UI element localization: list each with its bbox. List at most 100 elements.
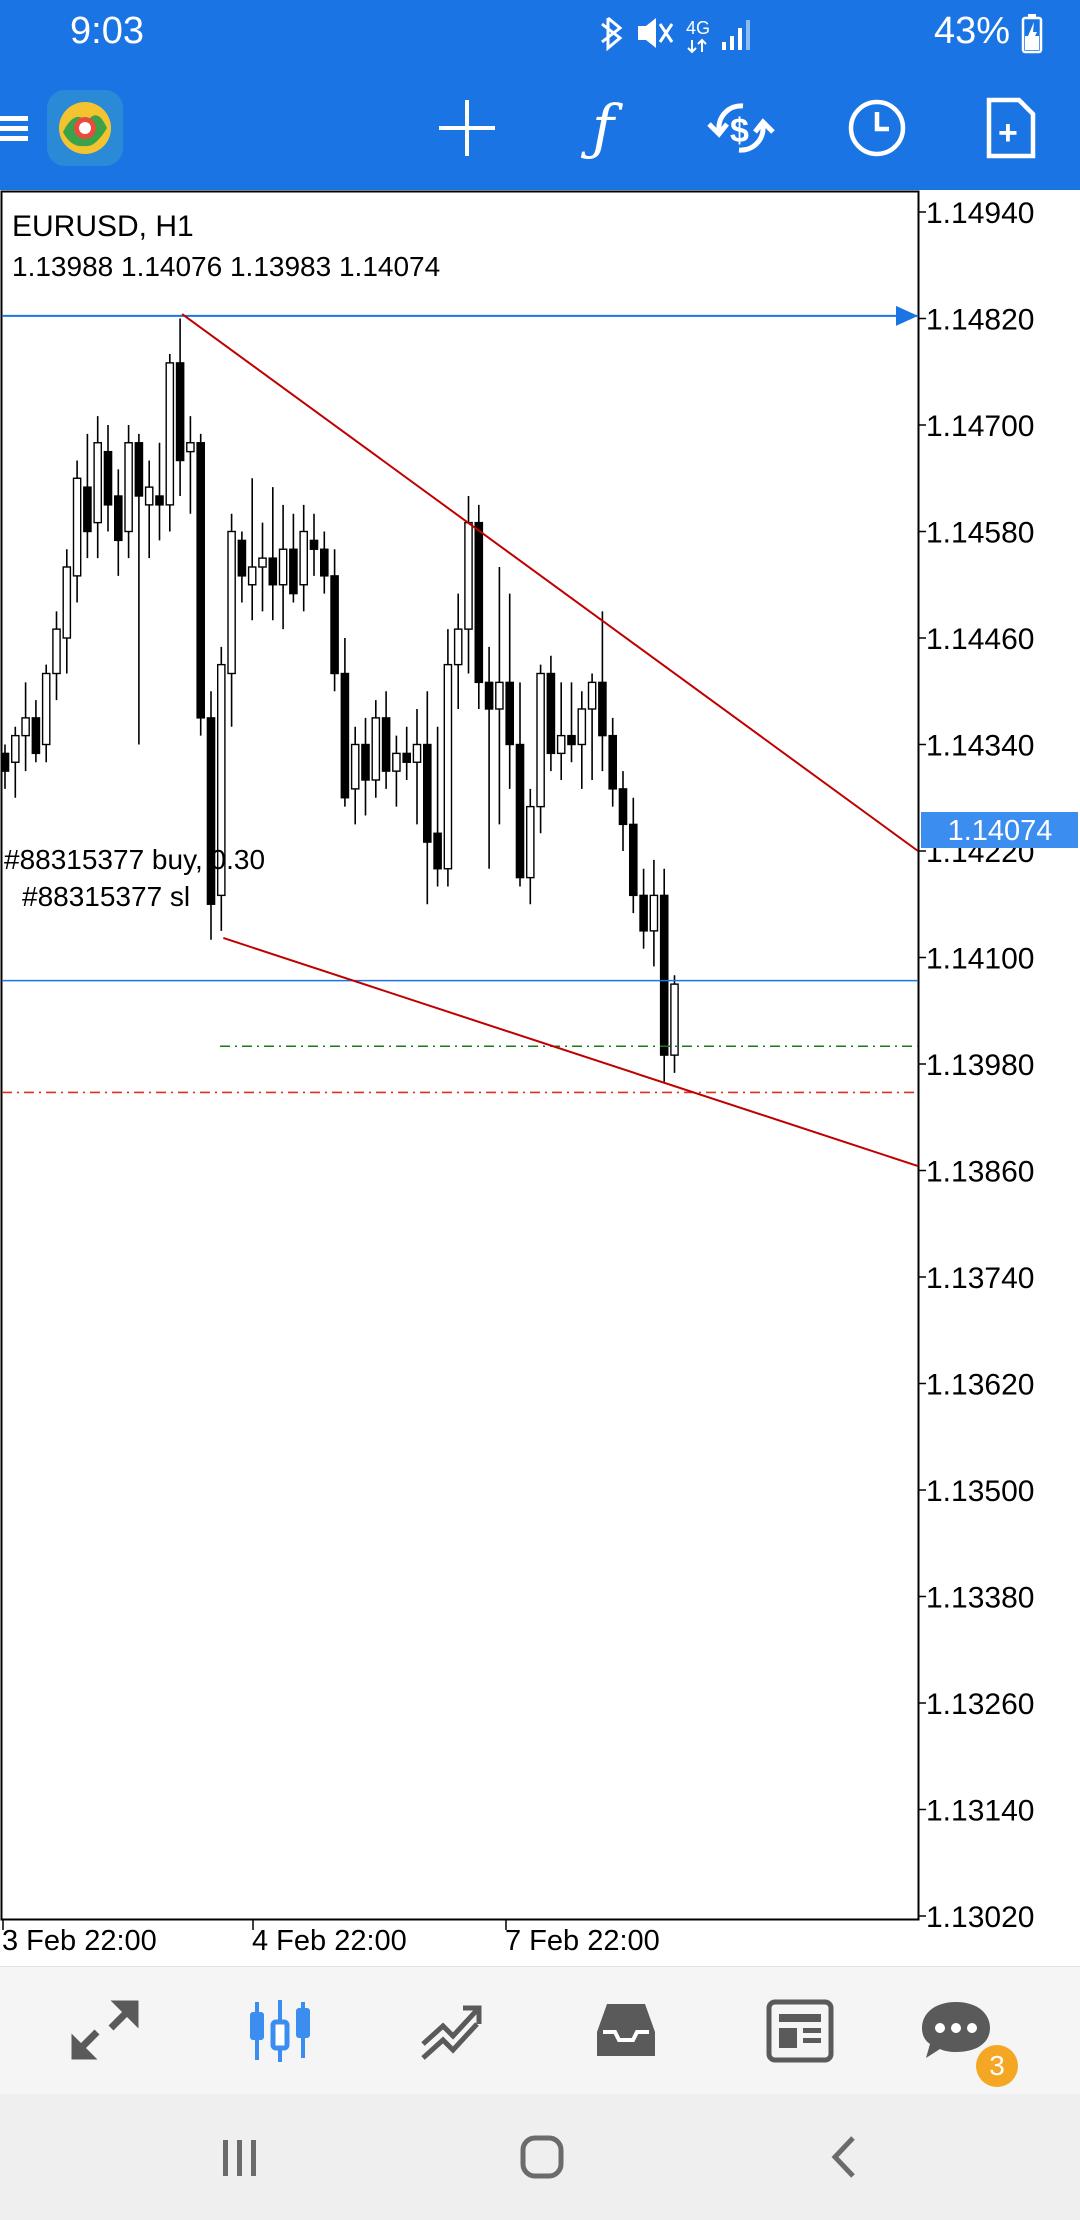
chart-area[interactable]: 1.14940 1.14820 1.14700 1.14580 1.14460 1.143… <box>0 190 1080 2147</box>
candle <box>258 522 267 612</box>
candle-body-bearish <box>340 672 350 799</box>
candle <box>83 433 92 559</box>
nav-trade[interactable] <box>392 1967 512 2095</box>
candle-body-bullish <box>165 362 175 506</box>
charts-icon <box>250 2000 310 2062</box>
status-time: 9:03 <box>70 10 144 52</box>
candle <box>52 611 61 701</box>
candle-body-bullish <box>299 530 309 586</box>
candle-body-bearish <box>546 672 556 755</box>
app-logo-button[interactable] <box>40 66 130 190</box>
candle <box>247 478 257 621</box>
candle-body-bearish <box>320 548 329 577</box>
candle <box>433 726 442 887</box>
candle <box>484 646 494 869</box>
network-4g-label: 4G <box>686 18 710 38</box>
nav-news[interactable] <box>740 1967 860 2095</box>
candle <box>443 629 453 887</box>
candle <box>659 868 669 1082</box>
candle <box>320 531 329 594</box>
horizontal-line-upper-arrow <box>896 305 918 326</box>
candle <box>402 726 412 780</box>
candle <box>216 646 226 931</box>
candle <box>608 717 617 807</box>
candle-body-bullish <box>52 628 61 675</box>
candle-body-bearish <box>103 450 113 506</box>
candle <box>93 416 102 559</box>
candle <box>361 717 370 816</box>
candle <box>113 469 123 576</box>
price-tick-label: 1.13740 <box>926 1262 1034 1295</box>
menu-button[interactable] <box>0 66 50 190</box>
candle <box>62 549 72 674</box>
candle-body-bearish <box>484 681 494 710</box>
candle <box>278 504 288 630</box>
bluetooth-icon <box>601 16 623 52</box>
candle <box>577 691 587 789</box>
candle <box>474 504 484 709</box>
candle <box>587 673 597 780</box>
candle-body-bearish <box>113 495 123 542</box>
price-tick-label: 1.13620 <box>926 1369 1034 1402</box>
home-button[interactable] <box>472 2094 612 2220</box>
system-navigation <box>0 2094 1080 2220</box>
time-tick-label: 4 Feb 22:00 <box>252 1925 407 1957</box>
candle-body-bearish <box>659 894 669 1056</box>
candle-body-bearish <box>155 495 164 506</box>
chart-symbol: EURUSD, H1 <box>12 210 194 243</box>
nav-history[interactable] <box>566 1967 686 2095</box>
objects-button[interactable]: + <box>956 66 1066 190</box>
back-button[interactable] <box>776 2094 916 2220</box>
candle <box>21 682 30 772</box>
candle-body-bearish <box>618 788 628 826</box>
current-price-badge <box>921 812 1078 848</box>
time-tick-label: 3 Feb 22:00 <box>2 1925 157 1957</box>
menu-icon <box>0 116 28 141</box>
candle <box>598 611 607 772</box>
plot-frame <box>0 190 920 1921</box>
recents-button[interactable] <box>170 2094 310 2220</box>
indicators-button[interactable]: ƒ <box>548 66 658 190</box>
candle <box>381 691 391 789</box>
price-tick-label: 1.13860 <box>926 1156 1034 1189</box>
home-icon <box>520 2135 564 2179</box>
candle <box>392 735 401 807</box>
candle-body-bullish <box>350 743 360 790</box>
candle <box>639 868 648 949</box>
candle-body-bullish <box>227 530 236 675</box>
candle <box>567 682 576 763</box>
candle-body-bearish <box>598 681 607 737</box>
nav-chat[interactable]: 3 <box>896 1967 1018 2095</box>
candle <box>155 442 164 541</box>
candle <box>175 318 185 496</box>
candle-body-bullish <box>453 628 463 666</box>
candle-body-bullish <box>526 805 535 879</box>
candle <box>546 655 556 772</box>
price-tick-label: 1.13260 <box>926 1688 1034 1721</box>
candle-body-bullish <box>41 672 51 746</box>
trendline-lower[interactable] <box>222 937 919 1168</box>
nav-quotes[interactable] <box>46 1967 166 2095</box>
candle-body-bearish <box>608 734 617 790</box>
timeframe-button[interactable] <box>822 66 932 190</box>
new-order-icon: $ <box>707 103 775 153</box>
candle-body-bullish <box>495 681 504 710</box>
timeframe-icon <box>848 99 906 157</box>
trendline-upper[interactable] <box>181 313 919 852</box>
crosshair-button[interactable] <box>412 66 522 190</box>
candle <box>289 513 298 603</box>
candle-body-bearish <box>567 734 576 746</box>
price-tick-label: 1.13020 <box>926 1901 1034 1934</box>
candle-body-bullish <box>124 442 133 533</box>
trendlines <box>181 313 919 1168</box>
status-icons: 4G <box>601 16 750 54</box>
candle <box>505 593 515 789</box>
candle <box>103 425 113 532</box>
candle-body-bullish <box>392 752 401 772</box>
candle <box>144 460 154 559</box>
time-axis: 3 Feb 22:00 4 Feb 22:00 7 Feb 22:00 <box>2 1920 660 1957</box>
candle <box>330 549 339 692</box>
price-chart[interactable]: 1.14940 1.14820 1.14700 1.14580 1.14460 1.143… <box>0 190 1080 2147</box>
nav-charts[interactable] <box>220 1967 340 2095</box>
new-order-button[interactable]: $ <box>686 66 796 190</box>
